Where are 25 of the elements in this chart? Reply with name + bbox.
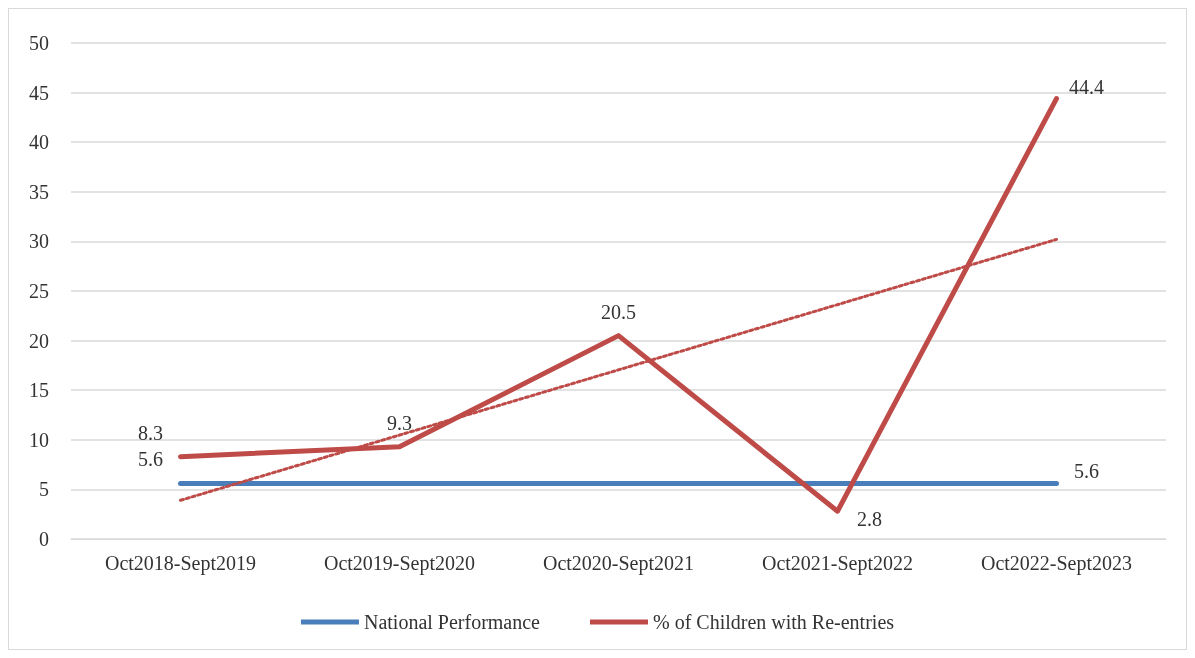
- data-label: 44.4: [1069, 75, 1104, 98]
- x-tick-label: Oct2022-Sept2023: [980, 552, 1133, 575]
- y-tick-label: 30: [29, 230, 49, 253]
- y-tick-label: 45: [29, 81, 49, 104]
- y-tick-label: 40: [29, 131, 49, 154]
- y-tick-label: 25: [29, 280, 49, 302]
- y-tick-label: 5: [39, 478, 49, 501]
- y-tick-label: 0: [39, 528, 49, 550]
- y-tick-label: 20: [29, 329, 49, 352]
- legend-label: National Performance: [363, 611, 541, 633]
- y-tick-label: 50: [29, 32, 49, 54]
- legend-label: % of Children with Re-entries: [652, 611, 895, 633]
- y-tick-label: 10: [29, 428, 49, 451]
- y-tick-label: 35: [29, 180, 49, 203]
- x-tick-label: Oct2021-Sept2022: [761, 552, 914, 575]
- y-tick-label: 15: [29, 379, 49, 402]
- x-tick-label: Oct2018-Sept2019: [104, 552, 257, 575]
- data-label: 8.3: [138, 421, 163, 444]
- data-label: 9.3: [387, 411, 412, 434]
- data-label: 20.5: [601, 300, 636, 323]
- x-tick-label: Oct2020-Sept2021: [542, 552, 695, 575]
- data-label: 5.6: [138, 448, 163, 471]
- x-tick-label: Oct2019-Sept2020: [323, 552, 476, 575]
- data-label: 2.8: [857, 508, 882, 531]
- data-label: 5.6: [1074, 460, 1099, 483]
